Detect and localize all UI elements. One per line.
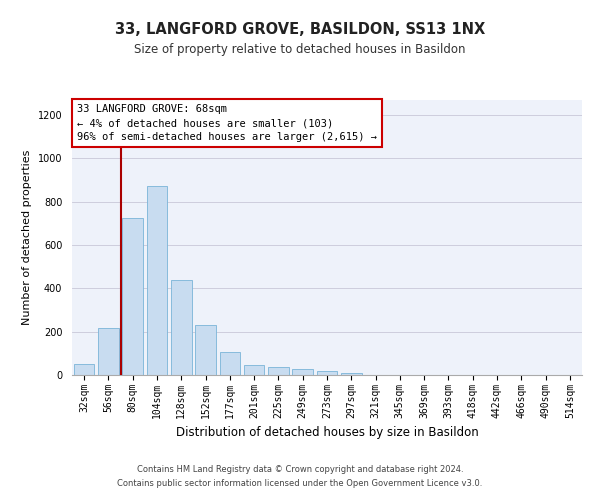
Bar [268,368,289,375]
Text: 33 LANGFORD GROVE: 68sqm
← 4% of detached houses are smaller (103)
96% of semi-d: 33 LANGFORD GROVE: 68sqm ← 4% of detache… [77,104,377,142]
Bar [220,352,240,375]
Bar [122,218,143,375]
X-axis label: Distribution of detached houses by size in Basildon: Distribution of detached houses by size … [176,426,478,439]
Bar [317,370,337,375]
Bar [244,365,265,375]
Text: Contains HM Land Registry data © Crown copyright and database right 2024.
Contai: Contains HM Land Registry data © Crown c… [118,466,482,487]
Text: 33, LANGFORD GROVE, BASILDON, SS13 1NX: 33, LANGFORD GROVE, BASILDON, SS13 1NX [115,22,485,38]
Y-axis label: Number of detached properties: Number of detached properties [22,150,32,325]
Bar [98,328,119,375]
Bar [146,186,167,375]
Bar [195,325,216,375]
Bar [341,373,362,375]
Bar [171,280,191,375]
Text: Size of property relative to detached houses in Basildon: Size of property relative to detached ho… [134,42,466,56]
Bar [292,369,313,375]
Bar [74,364,94,375]
